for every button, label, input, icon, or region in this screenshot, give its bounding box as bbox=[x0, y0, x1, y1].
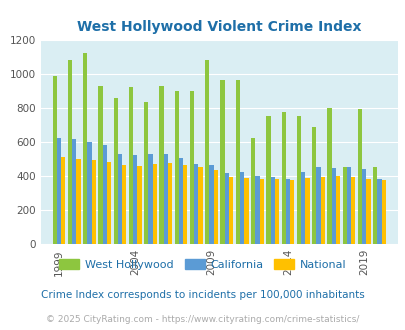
Bar bbox=[259, 179, 263, 244]
Bar bbox=[346, 168, 350, 244]
Bar bbox=[72, 139, 76, 244]
Bar bbox=[76, 159, 81, 244]
Bar bbox=[122, 165, 126, 244]
Bar bbox=[250, 139, 255, 244]
Text: Crime Index corresponds to incidents per 100,000 inhabitants: Crime Index corresponds to incidents per… bbox=[41, 290, 364, 300]
Bar bbox=[168, 163, 172, 244]
Bar bbox=[61, 157, 65, 244]
Bar bbox=[296, 116, 301, 244]
Bar bbox=[213, 170, 217, 244]
Bar bbox=[57, 138, 61, 244]
Bar bbox=[179, 158, 183, 244]
Bar bbox=[274, 180, 278, 244]
Bar bbox=[331, 168, 335, 244]
Bar bbox=[357, 109, 361, 244]
Bar bbox=[144, 102, 148, 244]
Bar bbox=[335, 176, 339, 244]
Legend: West Hollywood, California, National: West Hollywood, California, National bbox=[55, 255, 350, 274]
Bar bbox=[377, 180, 381, 244]
Bar bbox=[244, 178, 248, 244]
Bar bbox=[285, 180, 289, 244]
Bar bbox=[163, 154, 168, 244]
Bar bbox=[209, 165, 213, 244]
Bar bbox=[183, 165, 187, 244]
Bar bbox=[92, 160, 96, 244]
Bar bbox=[239, 172, 244, 244]
Bar bbox=[366, 180, 370, 244]
Bar bbox=[133, 155, 137, 244]
Bar bbox=[148, 154, 152, 244]
Bar bbox=[361, 169, 366, 244]
Bar bbox=[198, 167, 202, 244]
Bar bbox=[270, 177, 274, 244]
Bar bbox=[342, 168, 346, 244]
Bar bbox=[326, 108, 331, 244]
Bar bbox=[190, 91, 194, 244]
Bar bbox=[83, 53, 87, 244]
Bar bbox=[311, 127, 315, 244]
Bar bbox=[320, 177, 324, 244]
Bar bbox=[281, 112, 285, 244]
Bar bbox=[128, 87, 133, 244]
Bar bbox=[117, 154, 122, 244]
Bar bbox=[107, 162, 111, 244]
Bar bbox=[315, 168, 320, 244]
Bar bbox=[224, 174, 228, 244]
Bar bbox=[289, 180, 294, 244]
Title: West Hollywood Violent Crime Index: West Hollywood Violent Crime Index bbox=[77, 20, 360, 34]
Bar bbox=[113, 98, 117, 244]
Bar bbox=[152, 164, 157, 244]
Bar bbox=[87, 142, 92, 244]
Bar bbox=[301, 172, 305, 244]
Text: © 2025 CityRating.com - https://www.cityrating.com/crime-statistics/: © 2025 CityRating.com - https://www.city… bbox=[46, 315, 359, 324]
Bar bbox=[235, 80, 239, 244]
Bar bbox=[228, 177, 233, 244]
Bar bbox=[159, 85, 163, 244]
Bar bbox=[372, 168, 377, 244]
Bar bbox=[381, 180, 385, 244]
Bar bbox=[205, 60, 209, 244]
Bar bbox=[305, 178, 309, 244]
Bar bbox=[350, 177, 354, 244]
Bar bbox=[102, 145, 107, 244]
Bar bbox=[255, 176, 259, 244]
Bar bbox=[52, 76, 57, 244]
Bar bbox=[137, 166, 141, 244]
Bar bbox=[220, 80, 224, 244]
Bar bbox=[194, 164, 198, 244]
Bar bbox=[266, 116, 270, 244]
Bar bbox=[174, 91, 179, 244]
Bar bbox=[68, 60, 72, 244]
Bar bbox=[98, 85, 102, 244]
